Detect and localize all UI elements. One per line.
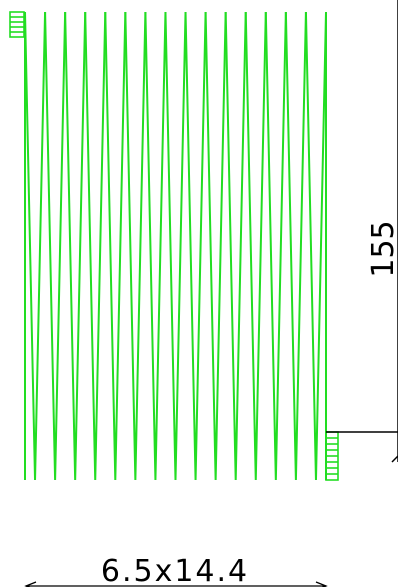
spring-coils — [24, 11, 327, 481]
spring-coil — [164, 11, 187, 481]
spring-coil — [204, 11, 227, 481]
spring-coil — [284, 11, 307, 481]
spring-coil — [104, 11, 127, 481]
spring-spec-label: 6.5x14.4 — [101, 554, 249, 587]
spring-coil — [184, 11, 207, 481]
top-end-hook — [9, 11, 25, 38]
height-dimension — [326, 0, 398, 463]
bottom-end-hook — [325, 431, 339, 481]
spring-coil — [124, 11, 147, 481]
spring-coil — [224, 11, 247, 481]
spring-coil — [264, 11, 287, 481]
spring-coil — [84, 11, 107, 481]
width-dimension — [24, 581, 328, 587]
spring-coil — [44, 11, 67, 481]
spring-coil — [244, 11, 267, 481]
width-arrow-left — [24, 581, 37, 587]
width-arrow-right — [315, 581, 328, 587]
spring-coil — [144, 11, 167, 481]
spring-coil — [24, 11, 47, 481]
height-dimension-label: 155 — [366, 220, 398, 277]
height-tick — [391, 455, 398, 463]
spring-coil — [64, 11, 87, 481]
spring-coil — [304, 11, 327, 481]
